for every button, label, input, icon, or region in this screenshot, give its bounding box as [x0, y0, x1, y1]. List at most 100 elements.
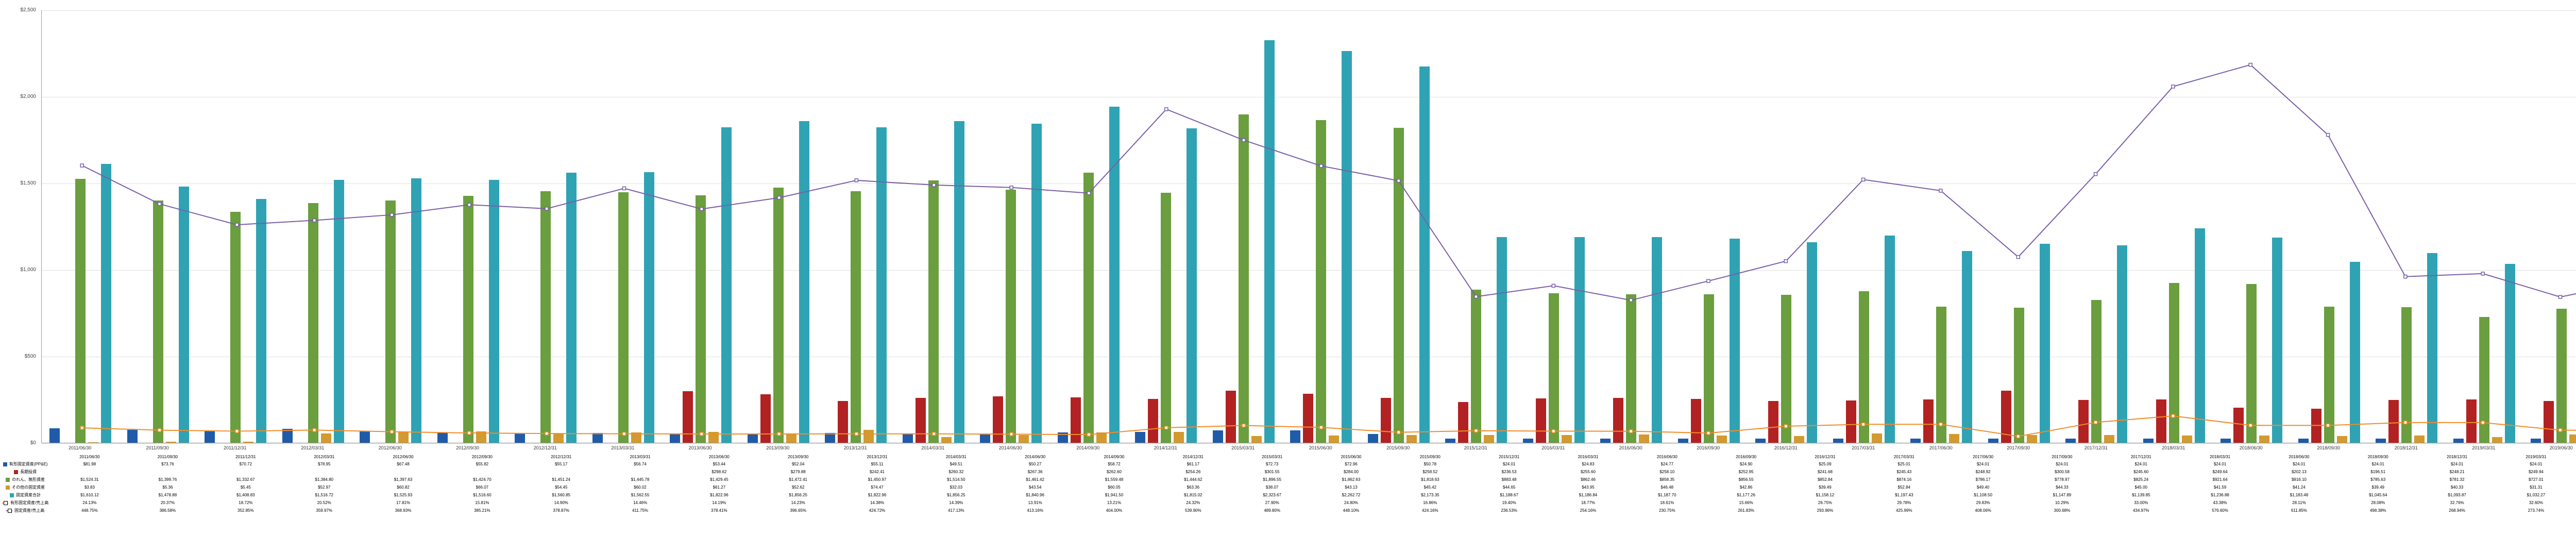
table-cell: 15.66%: [1706, 499, 1785, 507]
table-cell: $1,856.25: [917, 491, 995, 499]
bar-lti: [2001, 391, 2011, 443]
table-cell: $24.01: [2417, 460, 2496, 468]
marker-total_ratio: [2172, 85, 2175, 88]
table-cell: $267.36: [996, 468, 1075, 476]
legend-total: 固定資産合計: [0, 491, 50, 499]
table-cell: $236.53: [1469, 468, 1548, 476]
table-cell: $72.73: [1232, 460, 1311, 468]
table-cell: $63.36: [1154, 483, 1232, 491]
table-cell: $1,197.43: [1865, 491, 1943, 499]
table-cell: $44.33: [2023, 483, 2102, 491]
table-cell: $61.27: [680, 483, 758, 491]
bar-goodwill: [1006, 190, 1016, 443]
table-cell: $1,472.41: [759, 476, 838, 483]
table-cell: $858.35: [1628, 476, 1706, 483]
bar-lti: [2156, 399, 2166, 443]
table-cell: $52.04: [759, 460, 838, 468]
y-left-tick: $0: [5, 440, 36, 446]
table-cell: $52.84: [1865, 483, 1943, 491]
bar-lti: [1536, 398, 1546, 443]
table-cell: [207, 468, 284, 476]
table-cell: 14.38%: [838, 499, 917, 507]
bar-goodwill: [1083, 173, 1094, 443]
table-cell: 396.65%: [759, 507, 838, 514]
bar-ppe: [1368, 434, 1378, 443]
marker-total_ratio: [2404, 275, 2407, 278]
table-header: 2015/06/30: [1312, 454, 1391, 460]
bar-other: [786, 433, 796, 443]
bar-other: [2337, 436, 2347, 443]
bar-ppe: [1135, 432, 1145, 443]
table-cell: 408.06%: [1943, 507, 2022, 514]
x-tick: 2013/09/30: [742, 445, 814, 450]
table-cell: $24.01: [2497, 460, 2575, 468]
bar-other: [1174, 432, 1184, 443]
bar-ppe: [670, 433, 680, 443]
bar-ppe: [980, 434, 990, 443]
table-cell: $1,822.96: [838, 491, 917, 499]
table-cell: $300.58: [2023, 468, 2102, 476]
x-tick: 2013/06/30: [664, 445, 736, 450]
bar-other: [1639, 434, 1649, 443]
table-cell: $786.17: [1943, 476, 2022, 483]
bar-ppe: [592, 433, 603, 443]
table-cell: 413.16%: [996, 507, 1075, 514]
table-cell: $262.60: [1075, 468, 1154, 476]
x-tick: 2018/03/31: [2138, 445, 2210, 450]
bar-ppe: [49, 428, 60, 443]
table-header: 2013/06/30: [680, 454, 758, 460]
table-cell: 27.90%: [1232, 499, 1311, 507]
table-header: 2018/12/31: [2417, 454, 2496, 460]
table-cell: $2,323.67: [1232, 491, 1311, 499]
table-cell: 43.38%: [2180, 499, 2259, 507]
table-cell: $1,818.63: [1391, 476, 1469, 483]
bar-lti: [1148, 399, 1158, 443]
table-cell: $24.01: [2180, 460, 2259, 468]
table-cell: 417.13%: [917, 507, 995, 514]
x-tick: 2018/06/30: [2215, 445, 2287, 450]
table-cell: $1,424.70: [443, 476, 521, 483]
bar-ppe: [1213, 430, 1223, 443]
table-cell: 13.21%: [1075, 499, 1154, 507]
table-cell: $49.40: [1943, 483, 2022, 491]
bar-lti: [1846, 400, 1856, 443]
bar-ppe: [127, 430, 138, 443]
table-cell: $284.00: [1312, 468, 1391, 476]
bar-other: [1406, 435, 1417, 443]
bar-total: [1885, 236, 1895, 443]
table-cell: $45.42: [1391, 483, 1469, 491]
x-tick: 2019/03/31: [2448, 445, 2520, 450]
table-cell: 32.76%: [2417, 499, 2496, 507]
table-cell: 385.21%: [443, 507, 521, 514]
bar-other: [1872, 433, 1882, 443]
table-cell: $1,478.88: [129, 491, 207, 499]
table-cell: 268.94%: [2417, 507, 2496, 514]
table-cell: $1,187.70: [1628, 491, 1706, 499]
table-cell: 14.39%: [917, 499, 995, 507]
table-cell: $1,516.72: [285, 491, 364, 499]
y-left-tick: $2,000: [5, 94, 36, 99]
bar-ppe: [1755, 439, 1766, 443]
table-cell: $43.54: [996, 483, 1075, 491]
bar-other: [321, 433, 331, 443]
bar-total: [1187, 128, 1197, 443]
table-cell: $1,183.48: [2260, 491, 2338, 499]
bar-lti: [1226, 391, 1236, 443]
table-cell: 20.37%: [129, 499, 207, 507]
table-cell: $1,147.89: [2023, 491, 2102, 499]
table-cell: 576.60%: [2180, 507, 2259, 514]
table-cell: $24.01: [2260, 460, 2338, 468]
bar-total: [489, 180, 499, 443]
marker-total_ratio: [1862, 178, 1865, 181]
bar-ppe: [1833, 439, 1843, 443]
table-cell: $46.48: [1628, 483, 1706, 491]
x-tick: 2018/12/31: [2370, 445, 2442, 450]
table-header: 2016/12/31: [1786, 454, 1865, 460]
bar-total: [2350, 262, 2360, 443]
table-cell: $81.98: [50, 460, 128, 468]
y-left-tick: $2,500: [5, 7, 36, 13]
bar-ppe: [1600, 439, 1611, 443]
table-cell: 489.80%: [1232, 507, 1311, 514]
table-cell: $1,445.78: [601, 476, 680, 483]
table-cell: 15.81%: [443, 499, 521, 507]
